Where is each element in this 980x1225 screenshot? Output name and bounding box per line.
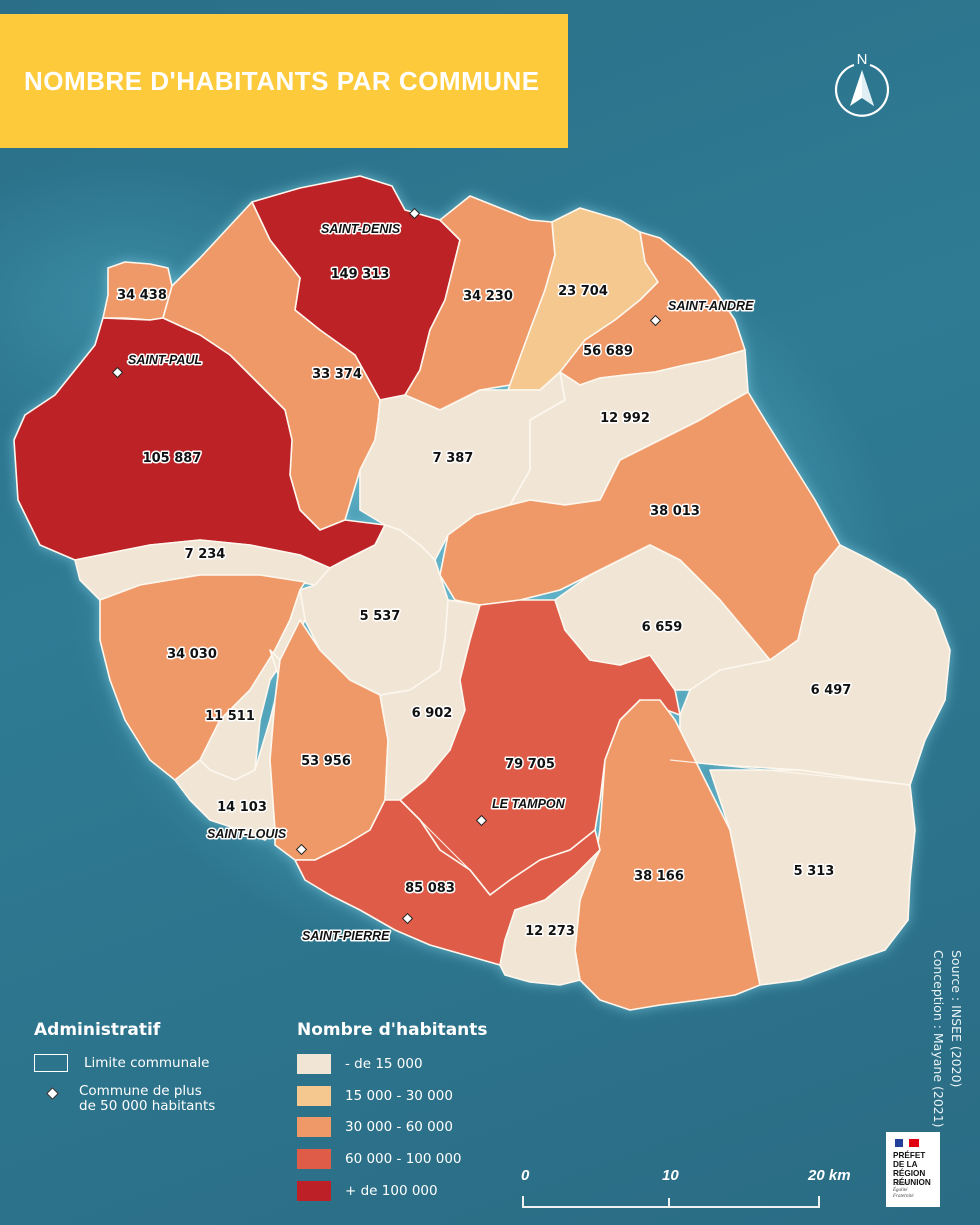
- value-label: 38 166: [634, 869, 684, 884]
- legend-label: - de 15 000: [345, 1056, 423, 1072]
- value-label: 34 438: [117, 288, 167, 303]
- value-label: 34 230: [463, 289, 513, 304]
- value-label: 34 030: [167, 647, 217, 662]
- value-label: 7 234: [185, 547, 226, 562]
- legend-label: 60 000 - 100 000: [345, 1151, 462, 1167]
- legend-label: + de 100 000: [345, 1183, 438, 1199]
- value-label: 7 387: [433, 451, 474, 466]
- city-marker-icon: [401, 912, 414, 925]
- legend-admin-title: Administratif: [34, 1020, 161, 1040]
- legend-label: Commune de plus: [79, 1083, 202, 1099]
- legend-class-4: 60 000 - 100 000: [297, 1149, 462, 1169]
- color-swatch: [297, 1117, 331, 1137]
- value-label: 6 902: [412, 706, 453, 721]
- scale-tick-20: 20 km: [808, 1167, 851, 1184]
- color-swatch: [297, 1054, 331, 1074]
- scale-tick-0: 0: [521, 1167, 530, 1184]
- outline-rect-icon: [34, 1054, 68, 1072]
- city-label-saint-denis: SAINT-DENIS: [321, 222, 401, 236]
- conception-credit: Conception : Mayane (2021): [931, 950, 946, 1128]
- legend-population: Nombre d'habitants - de 15 000 15 000 - …: [297, 1020, 527, 1205]
- value-label: 23 704: [558, 284, 608, 299]
- city-label-saint-paul: SAINT-PAUL: [128, 353, 202, 367]
- value-label: 12 273: [525, 924, 575, 939]
- legend-item-commune-50000: Commune de plus de 50 000 habitants: [34, 1084, 215, 1114]
- city-marker-icon: [408, 207, 421, 220]
- logo-motto: Liberté: [893, 1182, 908, 1187]
- value-label: 5 537: [360, 609, 401, 624]
- source-credit: Source : INSEE (2020): [949, 950, 964, 1088]
- logo-motto: Égalité: [893, 1188, 908, 1193]
- scale-tick-10: 10: [662, 1167, 679, 1184]
- value-label: 14 103: [217, 800, 267, 815]
- commune-12273[interactable]: [499, 849, 601, 986]
- legend-class-1: - de 15 000: [297, 1054, 423, 1074]
- value-label: 56 689: [583, 344, 633, 359]
- compass-n-label: N: [857, 51, 868, 68]
- color-swatch: [297, 1086, 331, 1106]
- legend-label: de 50 000 habitants: [79, 1098, 216, 1114]
- north-arrow-icon: N: [834, 51, 890, 117]
- city-label-saint-pierre: SAINT-PIERRE: [302, 929, 390, 943]
- value-label: 38 013: [650, 504, 700, 519]
- legend-label: Limite communale: [84, 1055, 210, 1071]
- legend-label: 15 000 - 30 000: [345, 1088, 453, 1104]
- city-label-le-tampon: LE TAMPON: [492, 797, 566, 811]
- page-title: NOMBRE D'HABITANTS PAR COMMUNE: [24, 65, 540, 96]
- value-label: 79 705: [505, 757, 555, 772]
- color-swatch: [297, 1149, 331, 1169]
- value-label: 6 497: [811, 683, 852, 698]
- title-banner: NOMBRE D'HABITANTS PAR COMMUNE: [0, 14, 568, 148]
- value-label: 12 992: [600, 411, 650, 426]
- logo-text: DE LA RÉGION: [893, 1160, 926, 1178]
- boundary-line: [669, 759, 911, 786]
- french-flag-icon: [895, 1139, 919, 1147]
- legend-population-title: Nombre d'habitants: [297, 1020, 488, 1040]
- value-label: 6 659: [642, 620, 683, 635]
- credits: Source : INSEE (2020) Conception : Mayan…: [912, 950, 972, 1140]
- value-label: 11 511: [205, 709, 255, 724]
- color-swatch: [297, 1181, 331, 1201]
- city-marker-icon: [295, 843, 308, 856]
- legend-class-3: 30 000 - 60 000: [297, 1117, 453, 1137]
- city-label-saint-louis: SAINT-LOUIS: [207, 827, 287, 841]
- diamond-icon: [46, 1087, 59, 1100]
- value-label: 33 374: [312, 367, 362, 382]
- logo-motto: Fraternité: [893, 1194, 914, 1199]
- prefet-logo: PRÉFET DE LA RÉGION RÉUNION Liberté Égal…: [886, 1132, 940, 1207]
- legend-label: 30 000 - 60 000: [345, 1119, 453, 1135]
- logo-text: PRÉFET: [893, 1151, 926, 1160]
- value-label: 149 313: [331, 267, 390, 282]
- boundary-line: [419, 819, 491, 896]
- scale-bar: [522, 1196, 820, 1208]
- logo-text: RÉUNION: [893, 1178, 931, 1187]
- value-label: 5 313: [794, 864, 835, 879]
- legend-administratif: Administratif Limite communale Commune d…: [34, 1020, 284, 1140]
- value-label: 105 887: [143, 451, 202, 466]
- commune-saint-pierre[interactable]: [294, 799, 601, 966]
- city-marker-icon: [111, 366, 124, 379]
- city-marker-icon: [475, 814, 488, 827]
- value-label: 85 083: [405, 881, 455, 896]
- city-marker-icon: [649, 314, 662, 327]
- legend-class-2: 15 000 - 30 000: [297, 1086, 453, 1106]
- city-label-saint-andre: SAINT-ANDRE: [668, 299, 754, 313]
- legend-class-5: + de 100 000: [297, 1181, 438, 1201]
- value-label: 53 956: [301, 754, 351, 769]
- legend-item-limite: Limite communale: [34, 1054, 210, 1072]
